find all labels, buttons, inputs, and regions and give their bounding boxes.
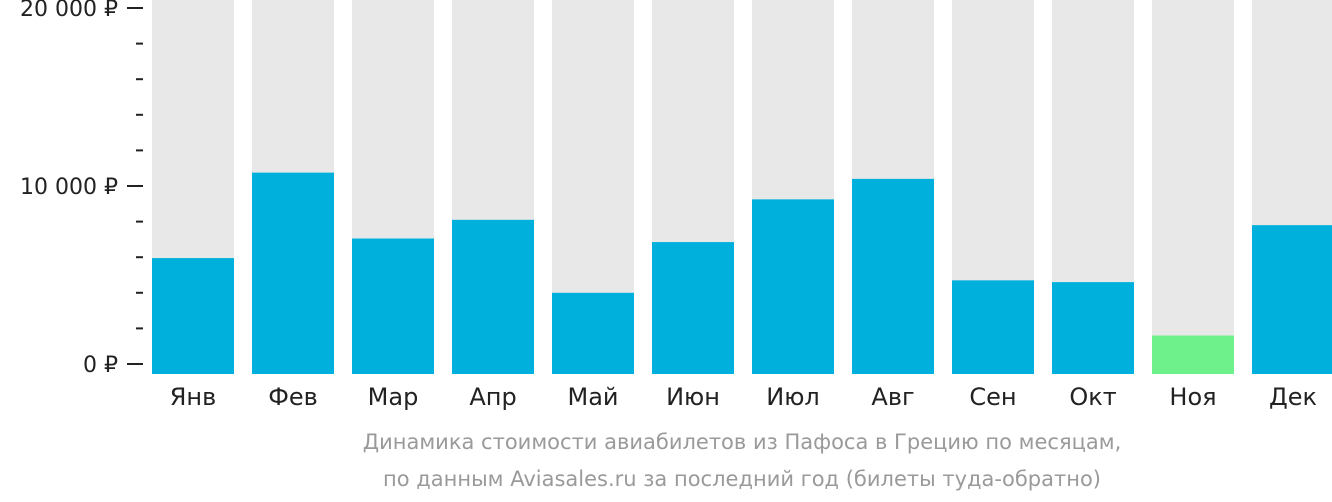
x-tick-label: Окт [1069, 383, 1116, 411]
bar-2 [252, 172, 334, 374]
bar-4 [452, 219, 534, 374]
bar-background [1152, 0, 1234, 374]
bar-5 [552, 292, 634, 374]
x-tick-label: Ноя [1169, 383, 1216, 411]
bar-7 [752, 199, 834, 374]
x-tick-label: Июл [766, 383, 820, 411]
y-tick-label: 0 ₽ [83, 353, 118, 378]
y-tick-label: 10 000 ₽ [20, 175, 118, 200]
bar-8 [852, 178, 934, 374]
x-tick-label: Июн [666, 383, 720, 411]
x-tick-label: Янв [170, 383, 217, 411]
x-tick-label: Апр [469, 383, 516, 411]
caption-line-2: по данным Aviasales.ru за последний год … [383, 467, 1101, 491]
bar-12 [1252, 225, 1332, 374]
bar-3 [352, 238, 434, 374]
bar-11 [1152, 335, 1234, 374]
x-tick-label: Фев [268, 383, 318, 411]
bar-10 [1052, 282, 1134, 374]
x-tick-label: Сен [969, 383, 1016, 411]
bar-6 [652, 242, 734, 374]
y-tick-label: 20 000 ₽ [20, 0, 118, 22]
x-tick-label: Дек [1269, 383, 1317, 411]
price-chart: Янв Фев Мар Апр Май Июн Июл Авг Сен Окт Ноя Дек 0 ₽ 1… [20, 0, 1332, 411]
caption-line-1: Динамика стоимости авиабилетов из Пафоса… [362, 430, 1122, 454]
bar-1 [152, 258, 234, 374]
x-tick-label: Мар [368, 383, 419, 411]
x-tick-label: Авг [871, 383, 914, 411]
bar-9 [952, 280, 1034, 374]
x-tick-label: Май [567, 383, 618, 411]
